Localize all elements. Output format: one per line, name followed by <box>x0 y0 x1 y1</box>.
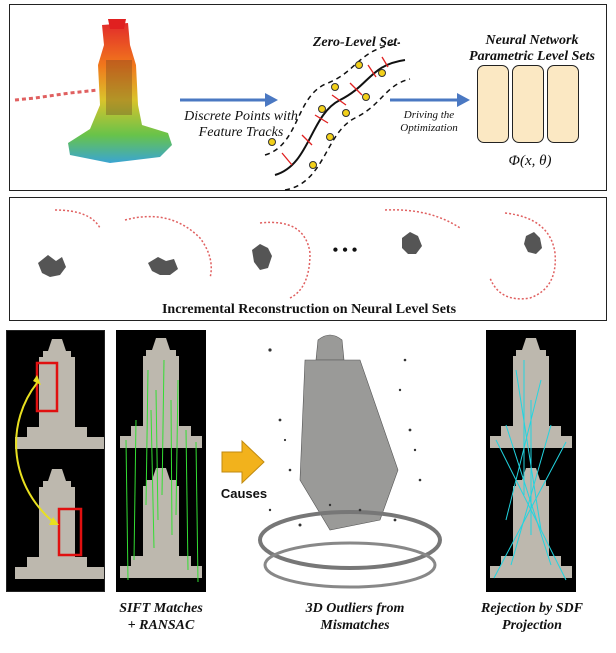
nn-title-line2: Parametric Level Sets <box>469 49 595 64</box>
sift-matches-drawing <box>120 338 202 583</box>
nn-title-line1: Neural Network <box>485 33 579 48</box>
arrow-right-1 <box>180 93 278 107</box>
outliers-caption: 3D Outliers from Mismatches <box>280 600 430 634</box>
rejection-caption-line2: Projection <box>502 618 562 633</box>
sift-caption: SIFT Matches + RANSAC <box>96 600 226 634</box>
nn-title: Neural Network Parametric Level Sets <box>458 33 606 65</box>
driving-line1: Driving the <box>403 109 455 121</box>
ellipsis: • • • <box>332 242 358 259</box>
rejection-drawing <box>490 338 572 581</box>
sift-caption-line1: SIFT Matches <box>119 601 203 616</box>
fountain-left-drawing <box>15 339 104 579</box>
driving-optimization-label: Driving the Optimization <box>388 109 470 135</box>
fountain-photo-left <box>6 330 105 592</box>
middle-caption: Incremental Reconstruction on Neural Lev… <box>161 302 457 317</box>
causes-label: Causes <box>220 486 268 501</box>
nn-layer-2 <box>512 65 544 143</box>
discrete-points-line1: Discrete Points with <box>184 109 298 124</box>
outliers-caption-line2: Mismatches <box>320 618 390 633</box>
zero-level-set-diagram <box>264 42 411 191</box>
zero-level-set-title: Zero-Level Set <box>312 35 398 50</box>
point-cloud-fountain <box>14 19 172 163</box>
fountain-photo-sift <box>116 330 206 592</box>
incremental-reconstruction-frames <box>38 209 557 300</box>
outliers-caption-line1: 3D Outliers from <box>305 601 405 616</box>
fountain-photo-rejection <box>486 330 576 592</box>
middle-panel: • • • Incremental Reconstruction on Neur… <box>9 197 607 321</box>
rejection-caption: Rejection by SDF Projection <box>462 600 602 634</box>
nn-layer-1 <box>477 65 509 143</box>
phi-formula: Φ(x, θ) <box>508 153 552 169</box>
nn-layer-3 <box>547 65 579 143</box>
discrete-points-line2: Feature Tracks <box>198 125 284 140</box>
top-panel: Discrete Points with Feature Tracks Zero… <box>9 4 607 191</box>
sift-caption-line2: + RANSAC <box>127 618 195 633</box>
discrete-points-label: Discrete Points with Feature Tracks <box>178 109 304 141</box>
arrow-right-2 <box>390 93 470 107</box>
driving-line2: Optimization <box>400 122 458 134</box>
rejection-caption-line1: Rejection by SDF <box>481 601 583 616</box>
